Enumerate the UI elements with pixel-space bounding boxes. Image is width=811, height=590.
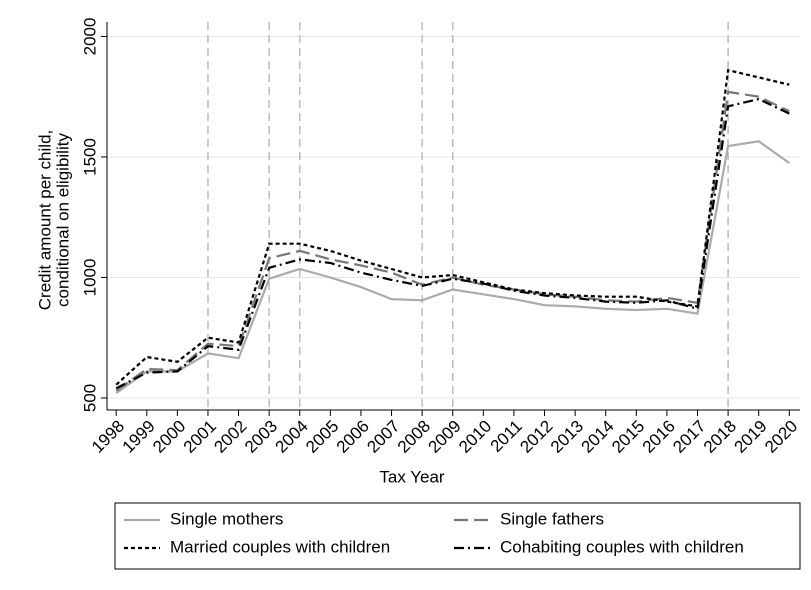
y-tick-label: 1500 bbox=[80, 138, 99, 176]
series-line bbox=[115, 97, 790, 390]
y-tick-label: 1000 bbox=[80, 259, 99, 297]
y-axis-title-line: conditional on eligibility bbox=[53, 133, 72, 307]
series-line bbox=[115, 140, 790, 394]
legend-label: Single fathers bbox=[500, 509, 604, 528]
legend-label: Married couples with children bbox=[170, 537, 390, 556]
legend-label: Single mothers bbox=[170, 509, 283, 528]
y-axis-title-line: Credit amount per child, bbox=[35, 130, 54, 310]
x-axis-title: Tax Year bbox=[379, 467, 445, 486]
y-axis-title: Credit amount per child, conditional on … bbox=[35, 130, 72, 310]
legend-box bbox=[114, 502, 801, 570]
legend-label: Cohabiting couples with children bbox=[500, 537, 744, 556]
series-line bbox=[115, 68, 790, 386]
y-tick-label: 500 bbox=[80, 384, 99, 412]
series-line bbox=[115, 90, 790, 392]
y-tick-label: 2000 bbox=[80, 18, 99, 56]
